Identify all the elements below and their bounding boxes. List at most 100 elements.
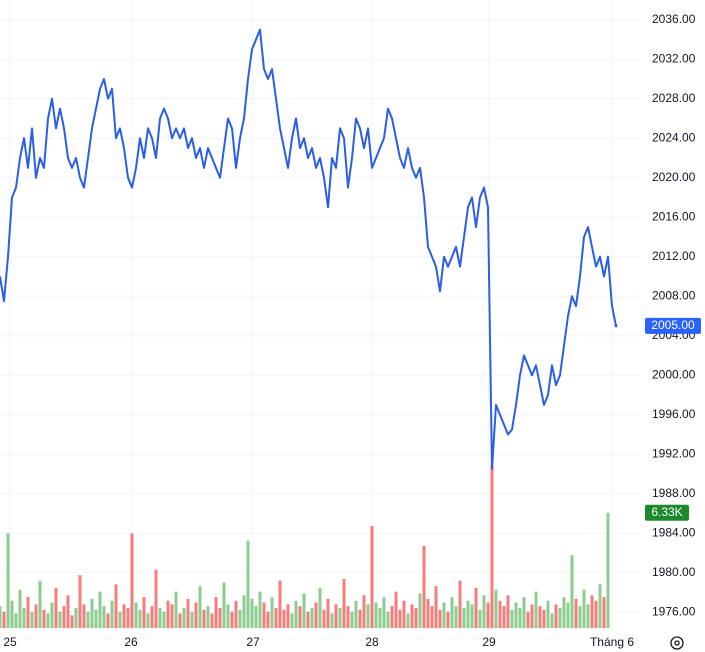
x-tick-label: Tháng 6 <box>590 635 634 649</box>
volume-bar <box>102 606 106 628</box>
volume-bar <box>30 611 34 628</box>
volume-bar <box>522 597 526 628</box>
volume-bar <box>246 540 250 628</box>
volume-bar <box>114 584 118 628</box>
volume-bar <box>278 580 282 628</box>
volume-bar <box>262 602 266 628</box>
settings-icon[interactable] <box>670 636 684 650</box>
volume-bar <box>126 607 130 628</box>
volume-bar <box>138 609 142 628</box>
volume-bar <box>554 604 558 628</box>
volume-bar <box>582 589 586 628</box>
y-tick-label: 2024.00 <box>652 130 696 144</box>
volume-bar <box>442 602 446 628</box>
volume-bar <box>322 609 326 628</box>
volume-bar <box>458 580 462 628</box>
volume-bar <box>210 613 214 628</box>
volume-bar <box>598 584 602 628</box>
volume-bar <box>358 609 362 628</box>
volume-bar <box>118 611 122 628</box>
volume-bar <box>18 589 22 628</box>
y-tick-label: 2032.00 <box>652 51 696 65</box>
y-tick-label: 2000.00 <box>652 367 696 381</box>
volume-bar <box>362 595 366 628</box>
volume-bar <box>282 609 286 628</box>
volume-bar <box>158 607 162 628</box>
volume-bar <box>34 604 38 628</box>
settings-icon-center <box>674 640 680 646</box>
volume-bar <box>450 597 454 628</box>
volume-bar <box>354 600 358 628</box>
volume-bar <box>178 613 182 628</box>
volume-bar <box>62 606 66 628</box>
volume-bar <box>578 606 582 628</box>
volume-bar <box>366 604 370 628</box>
volume-bar <box>214 597 218 628</box>
volume-bar <box>502 606 506 628</box>
volume-bar <box>154 569 158 628</box>
volume-bar <box>26 597 30 628</box>
volume-bar <box>334 604 338 628</box>
volume-bar <box>146 613 150 628</box>
y-tick-label: 1980.00 <box>652 565 696 579</box>
volume-bar <box>590 595 594 628</box>
volume-bar <box>574 598 578 628</box>
volume-bar <box>58 611 62 628</box>
volume-bar <box>94 609 98 628</box>
volume-bar <box>350 611 354 628</box>
volume-bar <box>54 587 58 628</box>
volume-bar <box>438 609 442 628</box>
volume-bar <box>602 597 606 628</box>
volume-bar <box>542 609 546 628</box>
volume-bar <box>294 600 298 628</box>
price-line <box>0 28 617 470</box>
volume-bar <box>498 600 502 628</box>
volume-bar <box>550 613 554 628</box>
volume-bar <box>466 600 470 628</box>
volume-bar <box>314 602 318 628</box>
volume-bar <box>386 611 390 628</box>
volume-bar <box>222 582 226 628</box>
volume-label-box <box>645 504 689 521</box>
volume-bar <box>182 607 186 628</box>
y-tick-label: 2012.00 <box>652 249 696 263</box>
volume-bar <box>290 613 294 628</box>
volume-label: 6.33K <box>651 505 682 519</box>
x-tick-label: 27 <box>246 635 260 649</box>
volume-bar <box>206 606 210 628</box>
y-tick-label: 2008.00 <box>652 288 696 302</box>
volume-bar <box>418 593 422 628</box>
y-tick-label: 1992.00 <box>652 446 696 460</box>
volume-bar <box>398 609 402 628</box>
volume-bar <box>202 609 206 628</box>
volume-bar <box>238 609 242 628</box>
y-tick-label: 2016.00 <box>652 209 696 223</box>
volume-bar <box>482 595 486 628</box>
volume-bar <box>378 607 382 628</box>
volume-bar <box>338 607 342 628</box>
volume-bar <box>270 597 274 628</box>
volume-bar <box>110 600 114 628</box>
volume-bar <box>406 613 410 628</box>
y-tick-label: 2036.00 <box>652 12 696 26</box>
volume-bar <box>258 591 262 628</box>
volume-bar <box>326 598 330 628</box>
volume-bar <box>526 611 530 628</box>
volume-bar <box>330 613 334 628</box>
volume-bar <box>2 611 6 628</box>
volume-bar <box>190 611 194 628</box>
volume-bar <box>0 606 2 628</box>
last-price-box <box>645 317 701 334</box>
volume-bar <box>194 602 198 628</box>
volume-bar <box>286 604 290 628</box>
volume-bar <box>174 591 178 628</box>
volume-bar <box>46 613 50 628</box>
last-price-label: 2005.00 <box>651 318 695 332</box>
volume-bar <box>470 604 474 628</box>
volume-bar <box>170 604 174 628</box>
volume-bar <box>562 597 566 628</box>
volume-bar <box>106 613 110 628</box>
volume-bar <box>430 606 434 628</box>
volume-bar <box>586 604 590 628</box>
volume-bar <box>490 464 494 628</box>
